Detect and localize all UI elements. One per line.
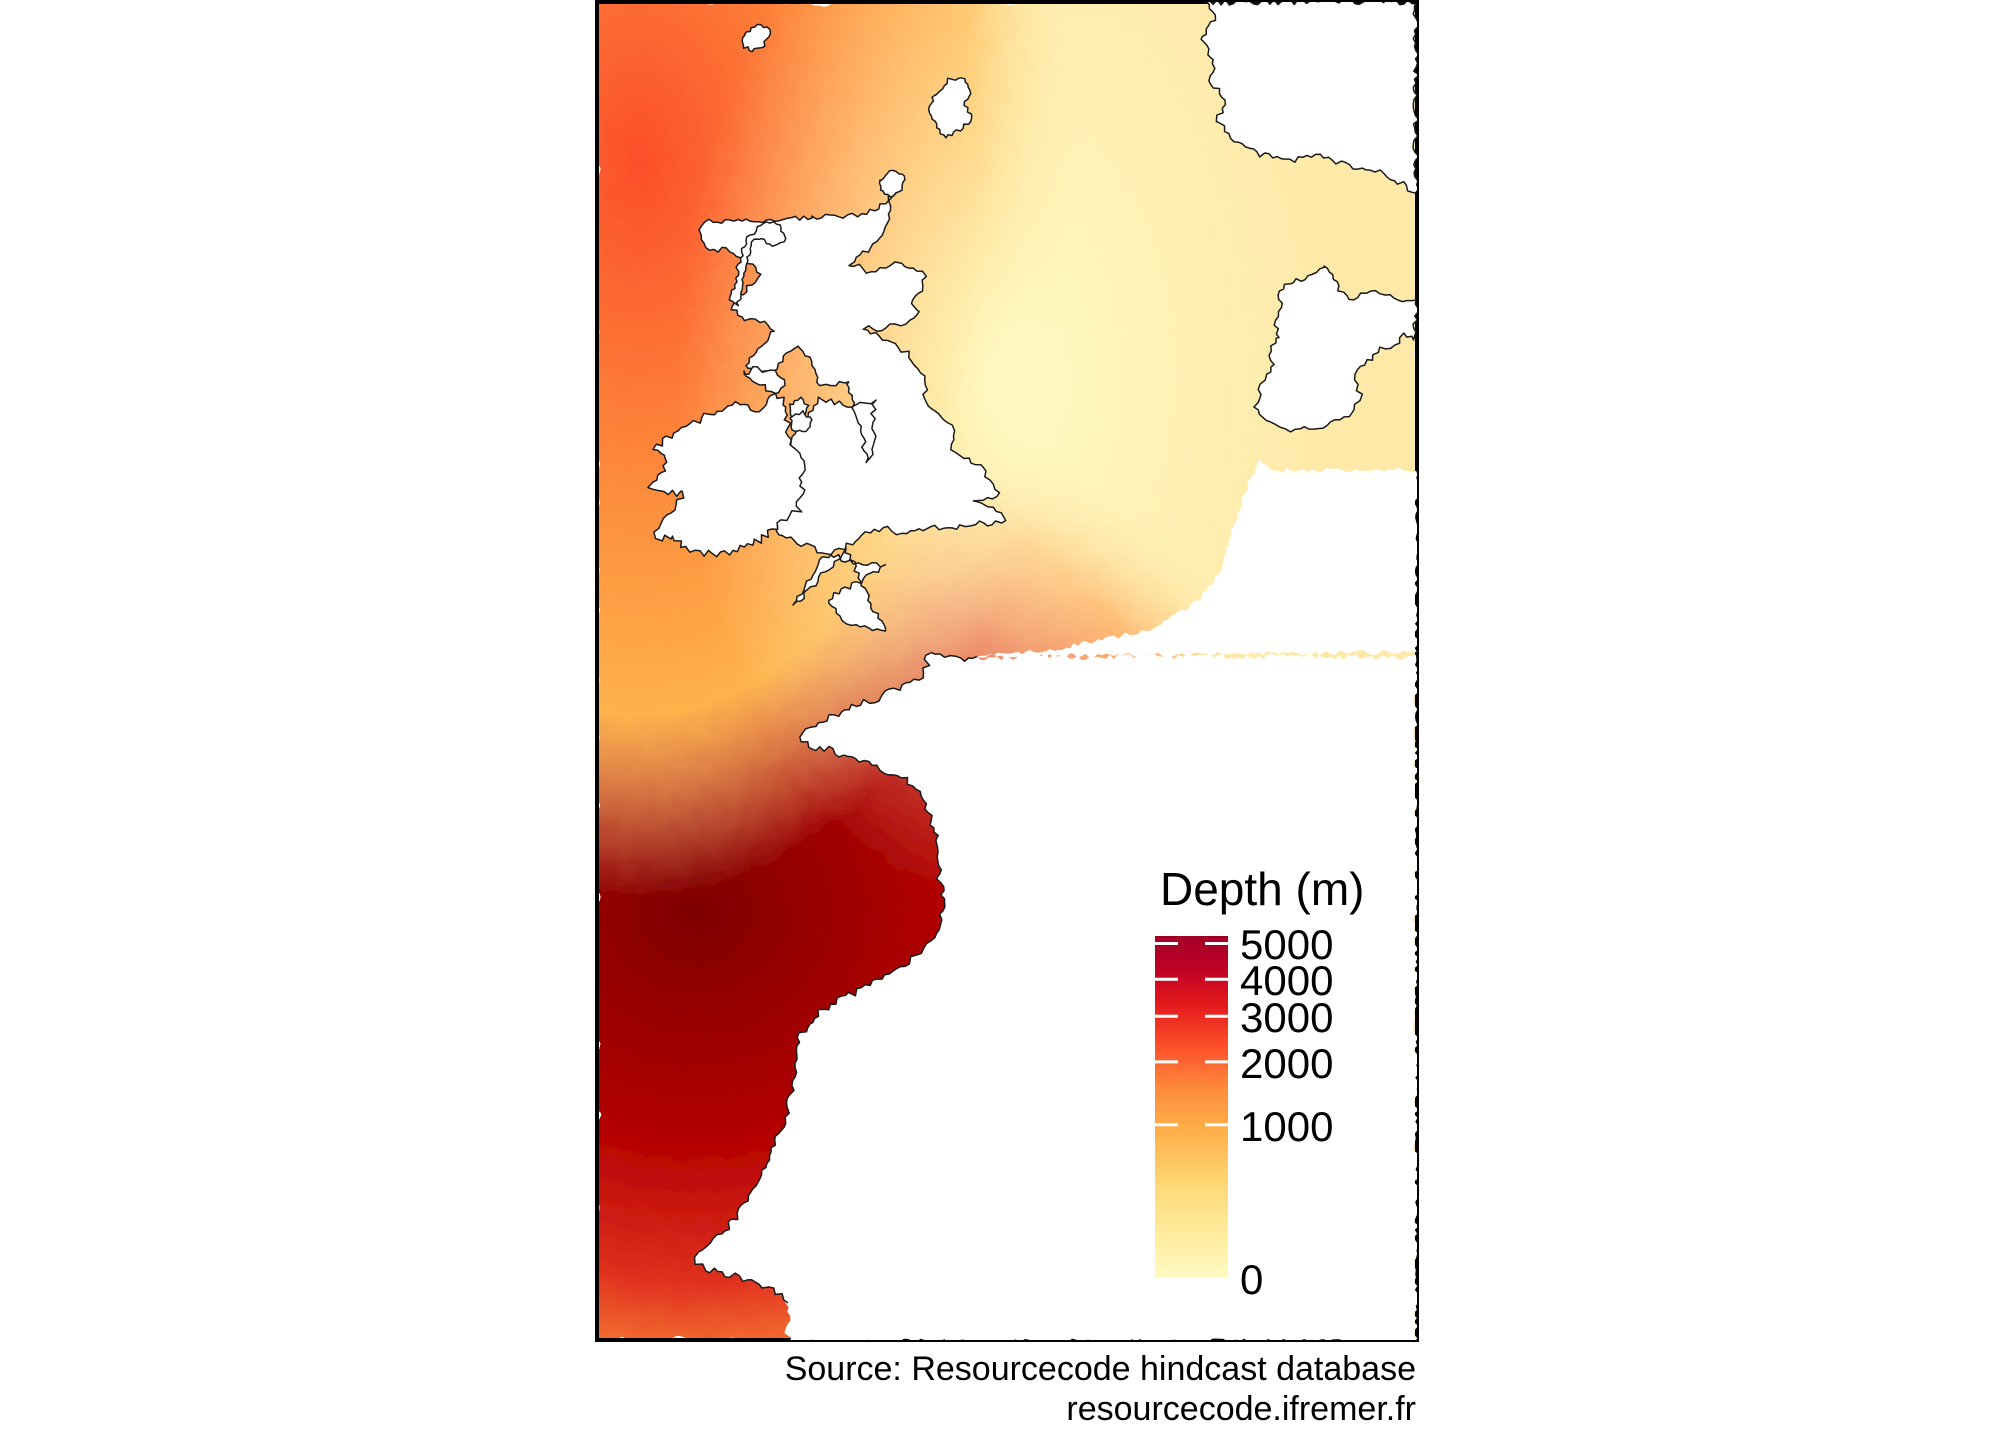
svg-text:Source: Resourcecode hindcast: Source: Resourcecode hindcast database [785, 1350, 1416, 1388]
svg-text:3000: 3000 [1240, 994, 1333, 1041]
svg-text:1000: 1000 [1240, 1103, 1333, 1150]
svg-text:Depth (m): Depth (m) [1160, 863, 1364, 915]
svg-text:2000: 2000 [1240, 1040, 1333, 1087]
svg-text:0: 0 [1240, 1256, 1263, 1303]
svg-text:resourcecode.ifremer.fr: resourcecode.ifremer.fr [1066, 1390, 1416, 1428]
